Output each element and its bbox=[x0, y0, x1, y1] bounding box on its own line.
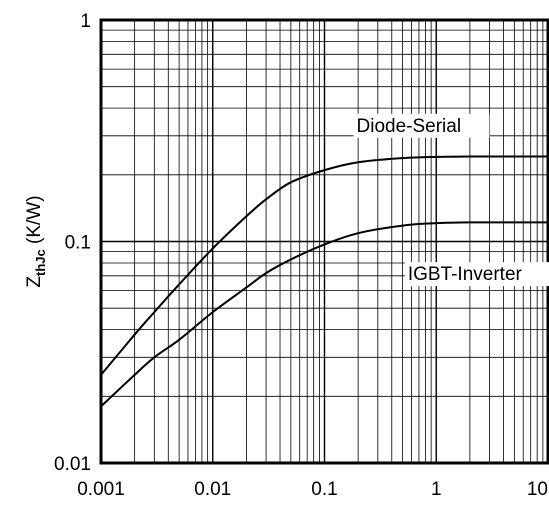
series-line-1 bbox=[100, 155, 548, 376]
plot-frame bbox=[99, 18, 549, 465]
x-tick-label: 1 bbox=[431, 479, 442, 500]
grid-layer bbox=[100, 20, 548, 464]
curve-label-background bbox=[353, 113, 490, 138]
label-layer: Diode-Serial IGBT-Inverter bbox=[353, 113, 549, 287]
y-axis-label-main: Z bbox=[24, 276, 45, 288]
y-axis-label-unit: (K/W) bbox=[24, 195, 45, 249]
x-tick-label: 0.1 bbox=[311, 479, 337, 500]
x-tick-label: 10 bbox=[527, 479, 548, 500]
series-line-2 bbox=[100, 221, 548, 408]
y-tick-label: 0.01 bbox=[54, 454, 91, 475]
y-axis-label-subscript: thJc bbox=[33, 249, 48, 276]
curve-label: Diode-Serial bbox=[357, 116, 462, 137]
curve-label: IGBT-Inverter bbox=[408, 264, 523, 285]
tick-layer: 0.001 0.01 0.1 1 10 0.01 0.1 1 bbox=[54, 11, 548, 500]
x-tick-label: 0.001 bbox=[77, 479, 125, 500]
series-layer bbox=[100, 155, 548, 408]
curve-label-background bbox=[404, 262, 549, 287]
y-tick-label: 1 bbox=[80, 11, 91, 32]
y-tick-label: 0.1 bbox=[65, 233, 91, 254]
y-axis-label: ZthJc (K/W) bbox=[24, 195, 48, 287]
x-tick-label: 0.01 bbox=[194, 479, 231, 500]
